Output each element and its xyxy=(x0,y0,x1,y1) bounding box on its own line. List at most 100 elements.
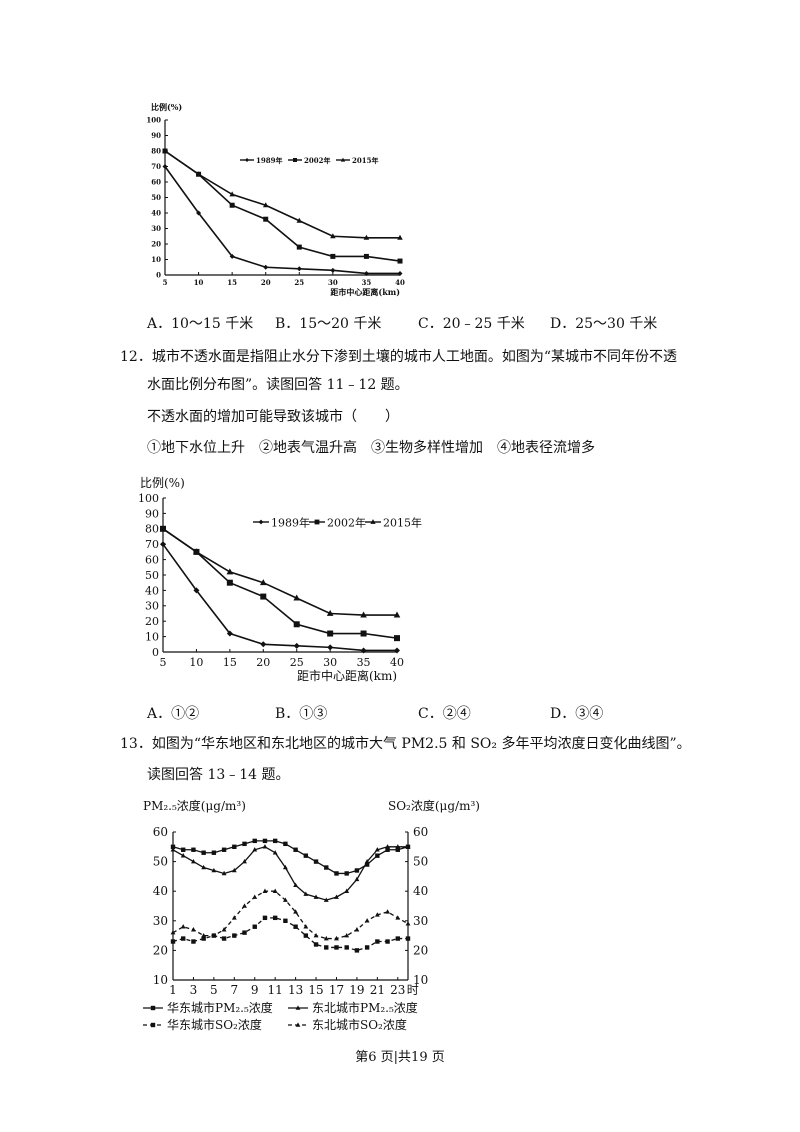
y-tick-label: 100 xyxy=(138,492,159,505)
series-point xyxy=(385,847,390,852)
series-point xyxy=(364,918,370,923)
series-point xyxy=(193,587,200,594)
x-tick-label: 7 xyxy=(230,983,238,997)
series-point xyxy=(252,924,257,929)
legend-marker-4 xyxy=(295,1022,301,1027)
series-point xyxy=(263,264,269,270)
q11-option-c[interactable]: C．20﹣25 千米 xyxy=(418,316,525,332)
legend-marker-1 xyxy=(245,158,249,162)
y-tick-label: 90 xyxy=(151,131,161,140)
series-point xyxy=(296,217,303,223)
series-point xyxy=(262,888,268,893)
x-tick-label: 10 xyxy=(189,656,203,669)
series-point xyxy=(385,844,390,849)
series-point xyxy=(363,234,370,240)
series-point xyxy=(405,921,411,926)
series-point xyxy=(363,270,369,276)
series-point xyxy=(201,932,207,938)
q13-stem-line2: 读图回答 13﹣14 题。 xyxy=(147,767,290,783)
series-point xyxy=(313,932,319,938)
q11-option-b[interactable]: B．15～20 千米 xyxy=(275,316,382,332)
y-tick-label: 70 xyxy=(145,538,159,551)
x-tick-label: 10 xyxy=(194,278,204,287)
q12-option-b[interactable]: B．①③ xyxy=(275,706,328,722)
y-tick-label: 30 xyxy=(145,600,159,613)
series-point xyxy=(354,948,360,953)
series-point xyxy=(229,202,235,208)
chart-1: 比例(%) 0 10 20 30 40 50 60 70 80 90 100 5 10 15 20 25 30 3… xyxy=(146,102,405,297)
series-point xyxy=(262,202,269,208)
series-point xyxy=(395,936,400,941)
x-axis-label: 距市中心距离(km) xyxy=(297,668,397,683)
series-point xyxy=(232,844,237,849)
series-point xyxy=(393,611,401,618)
series-point xyxy=(272,888,278,893)
series-point xyxy=(180,924,186,929)
q11-option-a[interactable]: A．10～15 千米 xyxy=(147,316,254,332)
series-point xyxy=(334,871,339,876)
x-axis-label: 距市中心距离(km) xyxy=(330,287,400,297)
y-tick-label: 50 xyxy=(145,569,159,582)
q12-question: 不透水面的增加可能导致该城市（ ） xyxy=(147,409,399,425)
series-point xyxy=(231,867,237,873)
series-point xyxy=(360,611,367,618)
x-tick-label: 5 xyxy=(210,983,218,997)
y-tick-label: 40 xyxy=(151,208,161,217)
series-line-1 xyxy=(162,543,397,652)
legend-marker-3 xyxy=(340,157,346,162)
series-line-2 xyxy=(164,150,401,262)
chart-3: PM₂.₅浓度(μg/m³) SO₂浓度(μg/m³) 10 10 20 20 30 30… xyxy=(143,798,480,1032)
legend-label-3: 华东城市SO₂浓度 xyxy=(167,1017,262,1032)
q12-option-a[interactable]: A．①② xyxy=(147,706,200,722)
series-point xyxy=(196,210,202,216)
x-tick-label: 11 xyxy=(268,983,283,997)
series-point xyxy=(262,844,268,849)
series-point xyxy=(293,924,298,929)
series-point xyxy=(395,847,400,852)
x-tick-label: 25 xyxy=(294,278,304,287)
series-point xyxy=(296,266,302,272)
series-point xyxy=(344,871,349,876)
y-tick-label: 80 xyxy=(145,523,159,536)
series-point xyxy=(303,933,309,938)
series-point xyxy=(159,525,167,532)
q12-option-c[interactable]: C．②④ xyxy=(418,706,471,722)
series-point xyxy=(259,579,267,586)
series-point xyxy=(293,909,299,914)
series-point xyxy=(395,915,401,920)
q12-option-d[interactable]: D．③④ xyxy=(550,706,604,722)
x-tick-label: 40 xyxy=(395,278,405,287)
legend-label-2: 2002年 xyxy=(304,156,330,165)
series-point xyxy=(262,915,268,921)
x-tick-label: 30 xyxy=(328,278,338,287)
series-point xyxy=(326,609,334,616)
legend-label-2: 东北城市PM₂.₅浓度 xyxy=(312,1000,418,1015)
page-footer: 第6 页|共19 页 xyxy=(355,1050,445,1065)
series-point xyxy=(162,148,168,153)
y-tick-label: 10 xyxy=(145,630,159,643)
series-point xyxy=(181,847,186,852)
series-point xyxy=(395,844,401,849)
series-point xyxy=(385,939,390,944)
series-point xyxy=(363,253,369,259)
series-point xyxy=(364,858,370,864)
series-point xyxy=(313,894,319,899)
x-tick-label: 15 xyxy=(223,656,237,669)
series-point xyxy=(211,932,217,938)
x-tick-label: 19 xyxy=(349,983,364,997)
x-tick-label: 1 xyxy=(169,983,177,997)
chart1-ylabel: 比例(%) xyxy=(151,102,182,112)
y-tick-label: 80 xyxy=(151,146,161,155)
series-line-2 xyxy=(162,528,398,639)
y-tick-label: 20 xyxy=(145,615,159,628)
series-point xyxy=(242,930,247,935)
series-point xyxy=(170,930,176,935)
series-point xyxy=(221,927,227,932)
chart3-ylabel-right: SO₂浓度(μg/m³) xyxy=(388,798,480,813)
series-point xyxy=(252,838,257,844)
series-point xyxy=(226,579,233,586)
q11-option-d[interactable]: D．25～30 千米 xyxy=(550,316,658,332)
q12-stem-line2: 水面比例分布图”。读图回答 11﹣12 题。 xyxy=(147,377,409,393)
